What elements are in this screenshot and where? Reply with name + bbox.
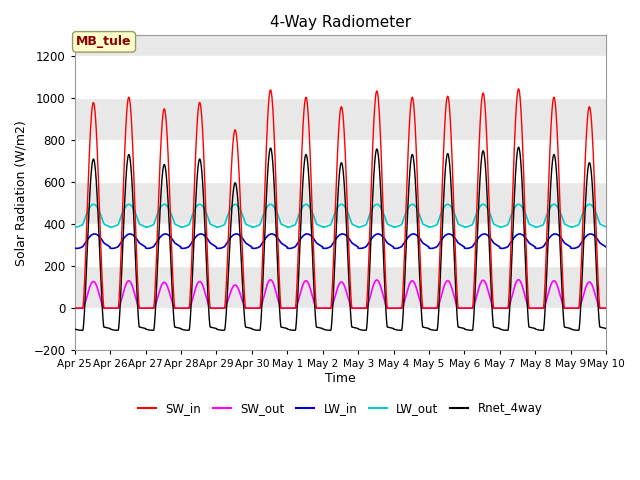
Bar [75,140,606,182]
Bar [75,308,606,350]
Text: MB_tule: MB_tule [76,36,132,48]
X-axis label: Time: Time [325,372,356,385]
Legend: SW_in, SW_out, LW_in, LW_out, Rnet_4way: SW_in, SW_out, LW_in, LW_out, Rnet_4way [134,397,547,420]
Bar [75,224,606,266]
Title: 4-Way Radiometer: 4-Way Radiometer [270,15,411,30]
Bar [75,56,606,98]
Y-axis label: Solar Radiation (W/m2): Solar Radiation (W/m2) [15,120,28,265]
